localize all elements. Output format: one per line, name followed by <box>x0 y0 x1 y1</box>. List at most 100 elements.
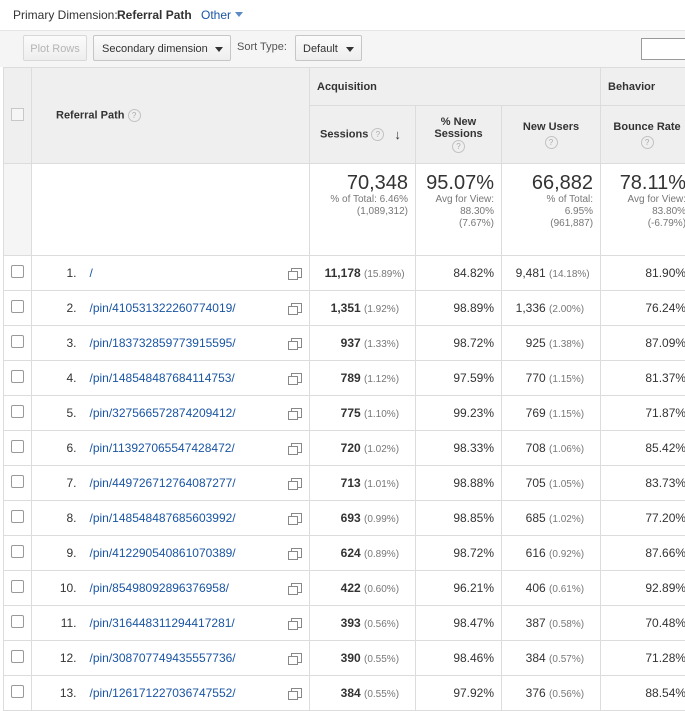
primary-dimension-current[interactable]: Referral Path <box>117 8 192 22</box>
table-row: 3./pin/183732859773915595/937 (1.33%)98.… <box>4 326 685 361</box>
referral-path-link[interactable]: /pin/113927065547428472/ <box>90 441 235 455</box>
totals-bounce-value: 78.11% <box>605 172 685 194</box>
table-row: 5./pin/327566572874209412/775 (1.10%)99.… <box>4 396 685 431</box>
open-external-icon[interactable] <box>291 513 302 523</box>
referral-path-link[interactable]: /pin/85498092896376958/ <box>90 581 229 595</box>
row-checkbox[interactable] <box>11 440 24 453</box>
row-select-cell <box>4 536 32 571</box>
row-checkbox[interactable] <box>11 510 24 523</box>
acquisition-group-header: Acquisition <box>310 68 601 106</box>
table-search-input[interactable] <box>641 38 685 60</box>
open-external-icon[interactable] <box>291 478 302 488</box>
referral-path-link[interactable]: /pin/410531322260774019/ <box>90 301 236 315</box>
totals-pct-new: 95.07% Avg for View: 88.30% (7.67%) <box>416 164 502 256</box>
referral-path-cell: /pin/148548487685603992/ <box>77 501 310 536</box>
sessions-cell: 384 (0.55%) <box>310 676 416 711</box>
bounce-rate-header-label: Bounce Rate <box>605 121 685 133</box>
open-external-icon[interactable] <box>291 618 302 628</box>
open-external-icon[interactable] <box>291 548 302 558</box>
referral-path-link[interactable]: /pin/327566572874209412/ <box>90 406 236 420</box>
primary-dimension-label: Primary Dimension: <box>13 8 118 22</box>
new-users-cell: 387 (0.58%) <box>502 606 601 641</box>
row-index: 12. <box>32 641 77 676</box>
open-external-icon[interactable] <box>291 443 302 453</box>
pct-new-sessions-cell: 97.59% <box>416 361 502 396</box>
totals-pct-new-note: Avg for View: <box>420 194 494 206</box>
row-select-cell <box>4 641 32 676</box>
bounce-rate-cell: 71.87% <box>601 396 685 431</box>
open-external-icon[interactable] <box>291 303 302 313</box>
sessions-cell: 1,351 (1.92%) <box>310 291 416 326</box>
help-icon[interactable]: ? <box>371 128 384 141</box>
referral-path-link[interactable]: /pin/148548487685603992/ <box>90 511 236 525</box>
referral-path-link[interactable]: /pin/316448311294417281/ <box>90 616 235 630</box>
row-checkbox[interactable] <box>11 545 24 558</box>
totals-cell-blank <box>4 164 32 256</box>
secondary-dimension-dropdown[interactable]: Secondary dimension <box>93 35 231 61</box>
referral-path-link[interactable]: /pin/183732859773915595/ <box>90 336 236 350</box>
sessions-cell: 789 (1.12%) <box>310 361 416 396</box>
help-icon[interactable]: ? <box>128 109 141 122</box>
open-external-icon[interactable] <box>291 373 302 383</box>
row-select-cell <box>4 256 32 291</box>
table-row: 8./pin/148548487685603992/693 (0.99%)98.… <box>4 501 685 536</box>
pct-new-sessions-cell: 98.85% <box>416 501 502 536</box>
new-users-percent: (0.57%) <box>549 654 593 665</box>
referral-path-cell: / <box>77 256 310 291</box>
row-index: 4. <box>32 361 77 396</box>
sessions-header[interactable]: Sessions ?↓ <box>310 106 416 164</box>
sessions-percent: (0.89%) <box>364 549 408 560</box>
sessions-value: 789 <box>341 371 361 385</box>
totals-new-users: 66,882 % of Total: 6.95% (961,887) <box>502 164 601 256</box>
row-checkbox[interactable] <box>11 475 24 488</box>
bounce-rate-cell: 70.48% <box>601 606 685 641</box>
row-index: 5. <box>32 396 77 431</box>
row-checkbox[interactable] <box>11 335 24 348</box>
other-dimension-label[interactable]: Other <box>201 8 231 22</box>
open-external-icon[interactable] <box>291 268 302 278</box>
row-select-cell <box>4 466 32 501</box>
sessions-value: 393 <box>341 616 361 630</box>
pct-new-sessions-header[interactable]: % New Sessions? <box>416 106 502 164</box>
row-index: 11. <box>32 606 77 641</box>
help-icon[interactable]: ? <box>452 140 465 153</box>
open-external-icon[interactable] <box>291 583 302 593</box>
open-external-icon[interactable] <box>291 338 302 348</box>
table-toolbar: Plot Rows Secondary dimension Sort Type:… <box>0 30 685 67</box>
referral-path-link[interactable]: / <box>90 266 93 280</box>
sort-type-dropdown[interactable]: Default <box>295 35 362 61</box>
new-users-cell: 1,336 (2.00%) <box>502 291 601 326</box>
referral-path-link[interactable]: /pin/308707749435557736/ <box>90 651 236 665</box>
help-icon[interactable]: ? <box>641 136 654 149</box>
row-checkbox[interactable] <box>11 650 24 663</box>
referral-path-header[interactable]: Referral Path ? <box>32 68 310 164</box>
open-external-icon[interactable] <box>291 688 302 698</box>
new-users-header[interactable]: New Users? <box>502 106 601 164</box>
referral-path-link[interactable]: /pin/412290540861070389/ <box>90 546 236 560</box>
select-all-checkbox[interactable] <box>11 108 24 121</box>
row-checkbox[interactable] <box>11 615 24 628</box>
table-row: 13./pin/126171227036747552/384 (0.55%)97… <box>4 676 685 711</box>
open-external-icon[interactable] <box>291 653 302 663</box>
plot-rows-button[interactable]: Plot Rows <box>23 35 87 61</box>
row-checkbox[interactable] <box>11 370 24 383</box>
referral-path-link[interactable]: /pin/148548487684114753/ <box>90 371 235 385</box>
pct-new-sessions-cell: 98.33% <box>416 431 502 466</box>
row-checkbox[interactable] <box>11 300 24 313</box>
help-icon[interactable]: ? <box>545 136 558 149</box>
row-checkbox[interactable] <box>11 685 24 698</box>
sessions-value: 390 <box>341 651 361 665</box>
row-checkbox[interactable] <box>11 580 24 593</box>
sort-descending-icon[interactable]: ↓ <box>394 127 401 142</box>
open-external-icon[interactable] <box>291 408 302 418</box>
row-checkbox[interactable] <box>11 265 24 278</box>
row-checkbox[interactable] <box>11 405 24 418</box>
referral-path-link[interactable]: /pin/126171227036747552/ <box>90 686 236 700</box>
sessions-value: 422 <box>341 581 361 595</box>
other-dimension-menu[interactable]: Other <box>201 8 243 22</box>
referral-path-link[interactable]: /pin/449726712764087277/ <box>90 476 236 490</box>
new-users-cell: 376 (0.56%) <box>502 676 601 711</box>
pct-new-sessions-cell: 98.88% <box>416 466 502 501</box>
sessions-cell: 393 (0.56%) <box>310 606 416 641</box>
bounce-rate-header[interactable]: Bounce Rate? <box>601 106 685 164</box>
